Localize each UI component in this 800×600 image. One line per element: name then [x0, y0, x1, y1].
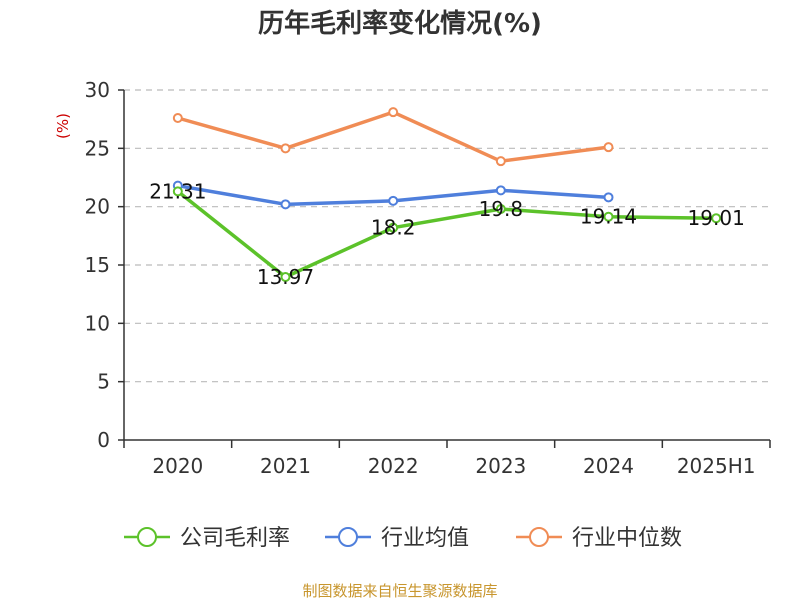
series-line — [177, 110, 609, 163]
data-point[interactable] — [603, 142, 614, 153]
data-label: 18.2 — [371, 216, 416, 240]
axes — [118, 89, 771, 448]
data-point[interactable] — [495, 204, 506, 214]
grid-lines — [124, 89, 770, 383]
data-point[interactable] — [172, 186, 183, 197]
data-point[interactable] — [603, 192, 614, 203]
y-tick-labels: 0 5 10 15 20 25 30 — [85, 78, 110, 452]
x-tick-label: 2025H1 — [677, 454, 756, 478]
data-point[interactable] — [603, 211, 614, 222]
y-tick-label: 20 — [85, 195, 110, 219]
data-point[interactable] — [280, 143, 291, 154]
data-point[interactable] — [495, 156, 506, 167]
legend-label: 公司毛利率 — [180, 526, 290, 551]
series-industry_median — [172, 107, 614, 167]
y-tick-label: 15 — [85, 253, 110, 277]
data-point[interactable] — [280, 199, 291, 210]
legend-marker-icon — [137, 527, 157, 547]
x-tick-label: 2024 — [583, 454, 634, 478]
data-label: 21.31 — [149, 179, 206, 203]
data-label: 19.01 — [688, 206, 745, 230]
y-tick-label: 10 — [85, 311, 110, 335]
data-point[interactable] — [388, 222, 399, 233]
legend-item[interactable]: 行业均值 — [325, 526, 469, 551]
y-tick-label: 25 — [85, 136, 110, 160]
x-tick-label: 2023 — [475, 454, 526, 478]
series-line — [176, 190, 717, 279]
data-point[interactable] — [495, 185, 506, 196]
legend-marker-icon — [338, 527, 358, 547]
x-tick-label: 2021 — [260, 454, 311, 478]
data-labels: 21.31 13.97 18.2 19.8 19.14 19.01 — [149, 179, 745, 289]
data-point[interactable] — [711, 213, 722, 224]
chart-title: 历年毛利率变化情况(%) — [258, 8, 542, 39]
legend-label: 行业中位数 — [572, 526, 682, 551]
x-tick-label: 2020 — [152, 454, 203, 478]
data-point[interactable] — [280, 272, 291, 283]
y-tick-label: 5 — [97, 370, 110, 394]
legend-item[interactable]: 公司毛利率 — [124, 526, 290, 551]
data-point[interactable] — [388, 195, 399, 206]
legend-item[interactable]: 行业中位数 — [516, 526, 682, 551]
y-unit-label: (%) — [54, 113, 72, 139]
y-tick-label: 0 — [97, 428, 110, 452]
x-tick-label: 2022 — [368, 454, 419, 478]
series-lines — [172, 107, 722, 283]
data-source-note: 制图数据来自恒生聚源数据库 — [302, 582, 497, 600]
data-label: 19.14 — [580, 205, 637, 229]
x-tick-labels: 2020 2021 2022 2023 2024 2025H1 — [152, 454, 755, 478]
legend-marker-icon — [529, 527, 549, 547]
data-label: 19.8 — [479, 197, 524, 221]
series-industry_avg — [172, 180, 614, 210]
y-tick-label: 30 — [85, 78, 110, 102]
series-gross_margin — [172, 186, 722, 283]
legend-label: 行业均值 — [381, 526, 469, 551]
legend[interactable]: 公司毛利率 行业均值 行业中位数 — [124, 526, 682, 551]
data-label: 13.97 — [257, 265, 314, 289]
data-point[interactable] — [172, 113, 183, 123]
data-point[interactable] — [388, 107, 399, 118]
